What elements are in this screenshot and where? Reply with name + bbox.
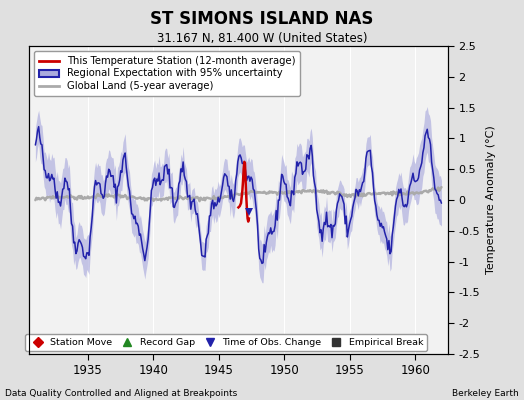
Legend: Station Move, Record Gap, Time of Obs. Change, Empirical Break: Station Move, Record Gap, Time of Obs. C… bbox=[25, 334, 427, 351]
Text: 31.167 N, 81.400 W (United States): 31.167 N, 81.400 W (United States) bbox=[157, 32, 367, 45]
Y-axis label: Temperature Anomaly (°C): Temperature Anomaly (°C) bbox=[486, 126, 496, 274]
Text: ST SIMONS ISLAND NAS: ST SIMONS ISLAND NAS bbox=[150, 10, 374, 28]
Text: Berkeley Earth: Berkeley Earth bbox=[452, 389, 519, 398]
Text: Data Quality Controlled and Aligned at Breakpoints: Data Quality Controlled and Aligned at B… bbox=[5, 389, 237, 398]
